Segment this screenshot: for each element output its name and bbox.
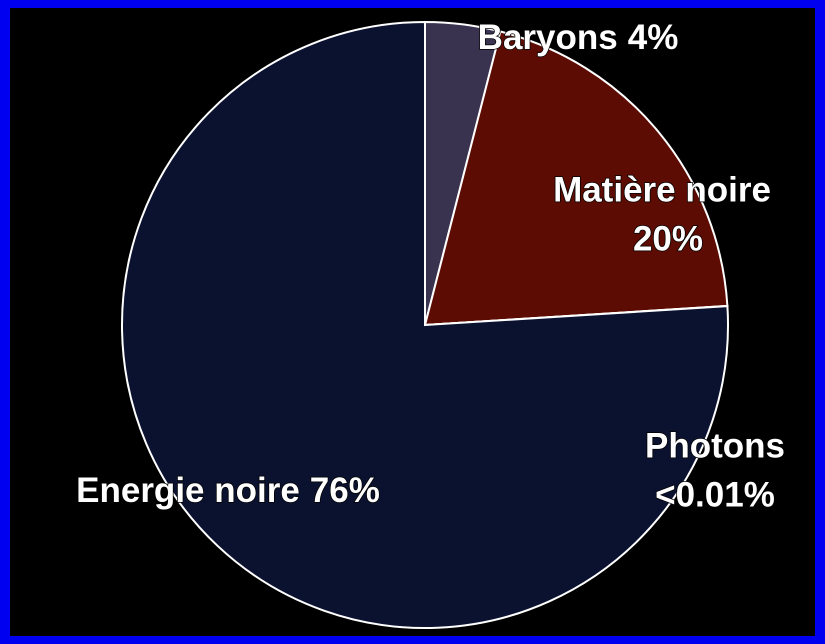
pie-slice <box>423 30 729 327</box>
value-label: 76% <box>310 471 380 510</box>
slice-label: Photons <box>645 426 785 465</box>
value-label: 20% <box>633 219 703 258</box>
slice-label: Energie noire 76% <box>76 471 380 510</box>
value-label: 4% <box>628 18 679 57</box>
pie-slice <box>121 20 729 629</box>
slice-label: Baryons 4% <box>478 18 679 57</box>
value-label: <0.01% <box>655 475 775 514</box>
slice-label: Matière noire <box>553 170 771 209</box>
category-label: Baryons <box>478 18 618 57</box>
category-label: Energie noire <box>76 471 300 510</box>
